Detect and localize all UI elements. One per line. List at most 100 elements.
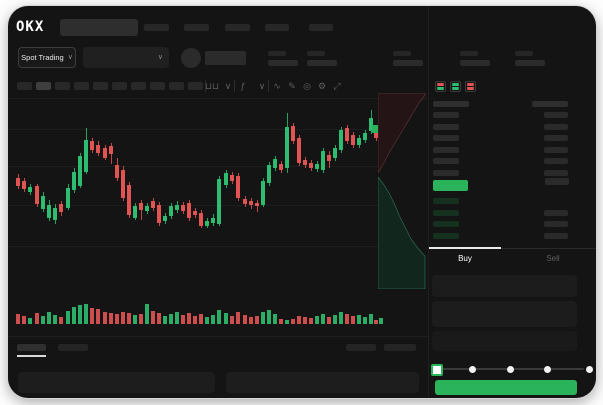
volume-bar [96, 309, 100, 324]
volume-bar [243, 315, 247, 324]
volume-bar [103, 312, 107, 324]
interval-button[interactable] [93, 82, 108, 90]
slider-stop-dot[interactable] [544, 366, 551, 373]
chevron-down-icon[interactable]: ∨ [258, 81, 266, 91]
search-input[interactable] [60, 19, 138, 36]
stripe [467, 84, 474, 87]
volume-bar [230, 316, 234, 324]
interval-button[interactable] [36, 82, 51, 90]
indicators-icon[interactable]: ƒ [240, 81, 246, 91]
ask-price-bar[interactable] [433, 146, 459, 153]
amount-input[interactable] [432, 301, 577, 327]
nav-item[interactable] [184, 24, 209, 31]
tab-sell[interactable]: Sell [546, 254, 560, 263]
volume-bar [211, 315, 215, 324]
ask-price-bar[interactable] [433, 112, 459, 118]
bottom-tab-active[interactable] [17, 344, 46, 351]
interval-button[interactable] [55, 82, 70, 90]
nav-item[interactable] [225, 24, 250, 31]
candle-body [78, 156, 82, 186]
candle-body [315, 164, 319, 169]
candle-style-icon[interactable]: ⊔⊔ [205, 81, 220, 91]
ask-amount-bar [544, 146, 568, 153]
nav-item[interactable] [265, 24, 289, 31]
interval-button[interactable] [131, 82, 146, 90]
ask-price-bar[interactable] [433, 170, 459, 176]
volume-bar [28, 318, 32, 324]
candle-body [357, 138, 361, 145]
volume-bar [115, 314, 119, 324]
interval-button[interactable] [74, 82, 89, 90]
volume-bar [151, 311, 155, 324]
volume-bar [374, 320, 378, 324]
candle-body [175, 205, 179, 210]
ask-amount-bar [544, 135, 568, 142]
last-price-bar[interactable] [433, 180, 468, 191]
volume-bar [303, 317, 307, 324]
interval-button[interactable] [150, 82, 165, 90]
bid-price-bar[interactable] [433, 198, 459, 204]
slider-handle[interactable] [431, 364, 443, 376]
interval-button[interactable] [188, 82, 203, 90]
ask-price-bar[interactable] [433, 158, 459, 165]
book-bids-icon[interactable] [450, 81, 461, 92]
toolbar-divider [234, 80, 235, 92]
chevron-down-icon[interactable]: ∨ [224, 81, 232, 91]
stripe [452, 84, 459, 87]
ask-price-bar[interactable] [433, 123, 459, 130]
candle-body [217, 179, 221, 224]
interval-button[interactable] [17, 82, 32, 90]
app-window: OKX Spot Trading ∨ ∨ ⊔⊔ ∨ ƒ ∨ ∿ ✎ ◎ ⚙ ⤢ Buy Sell [8, 6, 596, 398]
volume-bar [279, 319, 283, 324]
draw-tool-icon[interactable]: ✎ [288, 81, 296, 91]
chart-settings-icon[interactable]: ⚙ [317, 81, 327, 91]
interval-button[interactable] [169, 82, 184, 90]
bid-price-bar[interactable] [433, 209, 459, 216]
candle-body [72, 172, 76, 190]
tab-buy[interactable]: Buy [458, 254, 472, 263]
pair-selector-dropdown[interactable]: ∨ [83, 47, 169, 68]
book-asks-icon[interactable] [465, 81, 476, 92]
candle-body [28, 187, 32, 192]
bottom-action-2[interactable] [384, 344, 416, 351]
volume-bar [217, 310, 221, 324]
bottom-panel-left [18, 372, 215, 393]
orderbook-amount-header [532, 101, 568, 107]
orderbook-view-toggles [435, 81, 476, 92]
candle-body [345, 128, 349, 141]
bid-price-bar[interactable] [433, 221, 459, 228]
slider-stop-dot[interactable] [586, 366, 593, 373]
candle-body [374, 128, 378, 138]
pair-name-placeholder[interactable] [205, 51, 246, 65]
fullscreen-icon[interactable]: ⤢ [333, 81, 341, 91]
stripe [452, 86, 459, 89]
slider-stop-dot[interactable] [469, 366, 476, 373]
volume-bar [321, 314, 325, 324]
book-all-icon[interactable] [435, 81, 446, 92]
candlestick-chart[interactable] [8, 99, 383, 339]
buy-submit-button[interactable] [435, 380, 577, 395]
volume-bar [224, 313, 228, 324]
stat-label-placeholder [393, 51, 411, 56]
interval-button[interactable] [112, 82, 127, 90]
volume-bar [205, 317, 209, 324]
price-input[interactable] [432, 275, 577, 297]
line-tool-icon[interactable]: ∿ [273, 81, 281, 91]
bottom-action-1[interactable] [346, 344, 376, 351]
candle-body [109, 146, 113, 154]
total-input[interactable] [432, 331, 577, 351]
volume-bar [16, 314, 20, 324]
candle-body [236, 176, 240, 198]
nav-item[interactable] [144, 24, 169, 31]
screenshot-icon[interactable]: ◎ [303, 81, 311, 91]
bid-price-bar[interactable] [433, 232, 459, 239]
bottom-tab-2[interactable] [58, 344, 88, 351]
stat-label-placeholder [515, 51, 533, 56]
ask-price-bar[interactable] [433, 135, 459, 142]
candle-body [41, 196, 45, 209]
stripe [437, 83, 444, 85]
candle-body [47, 205, 51, 218]
slider-stop-dot[interactable] [507, 366, 514, 373]
product-selector-button[interactable]: Spot Trading ∨ [18, 47, 76, 68]
nav-item[interactable] [309, 24, 333, 31]
